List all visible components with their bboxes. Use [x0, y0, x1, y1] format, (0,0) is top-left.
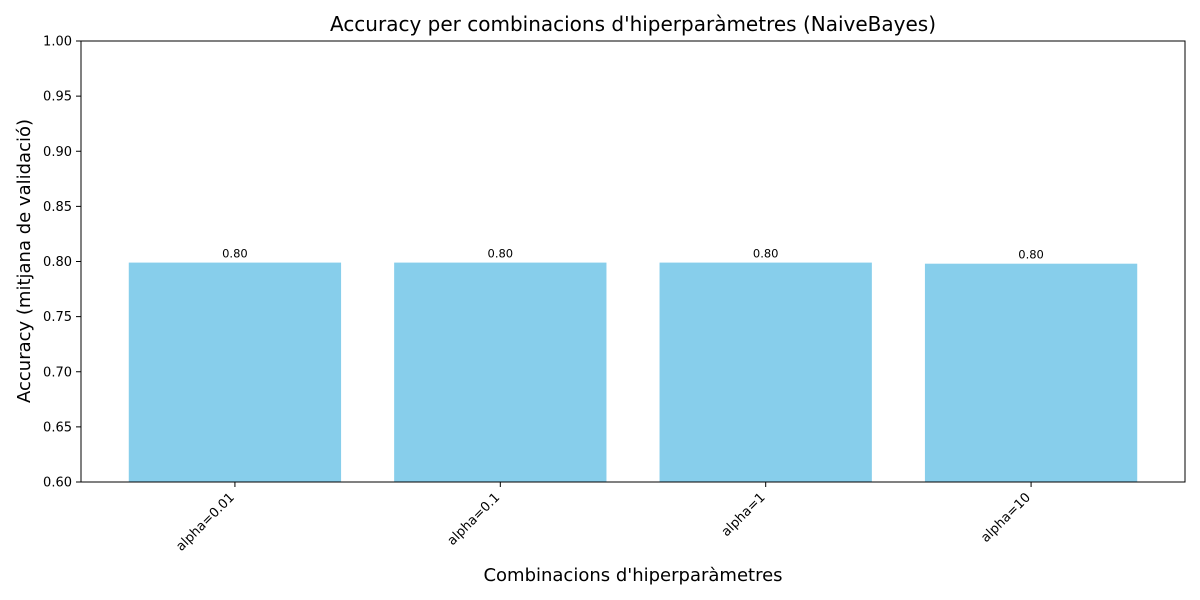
- x-tick-label: alpha=10: [978, 490, 1033, 545]
- y-axis: 0.60 0.65 0.70 0.75 0.80 0.85 0.90 0.95 1.00: [43, 35, 81, 491]
- x-tick-label: alpha=0.1: [445, 490, 503, 548]
- x-axis-label: Combinacions d'hiperparàmetres: [483, 565, 782, 586]
- y-tick-label: 0.75: [43, 310, 72, 325]
- bar-alpha=1: [659, 262, 872, 482]
- bar-alpha=0.1: [394, 262, 607, 482]
- y-tick-label: 0.90: [43, 145, 72, 160]
- y-tick-label: 0.60: [43, 476, 72, 491]
- chart-title: Accuracy per combinacions d'hiperparàmet…: [330, 12, 936, 36]
- y-tick-label: 0.65: [43, 420, 72, 435]
- y-tick-label: 0.85: [43, 200, 72, 215]
- bar-alpha=0.01: [128, 262, 342, 482]
- y-tick-label: 0.80: [43, 255, 72, 270]
- data-label-alpha=1: 0.80: [753, 247, 779, 261]
- plot-frame: [80, 40, 1186, 483]
- x-tick-label: alpha=1: [719, 490, 769, 540]
- y-axis-label: Accuracy (mitjana de validació): [14, 119, 35, 403]
- y-tick-label: 0.70: [43, 365, 72, 380]
- data-label-alpha=0.01: 0.80: [222, 247, 248, 261]
- data-label-alpha=0.1: 0.80: [488, 247, 514, 261]
- data-label-alpha=10: 0.80: [1018, 248, 1044, 262]
- y-tick-label: 1.00: [43, 35, 72, 50]
- y-tick-label: 0.95: [43, 90, 72, 105]
- x-axis: alpha=0.01 alpha=0.1 alpha=1 alpha=10: [173, 482, 1034, 554]
- x-tick-label: alpha=0.01: [173, 490, 237, 554]
- bar-alpha=10: [924, 263, 1138, 482]
- bars-group: 0.80 0.80 0.80 0.80: [128, 247, 1138, 482]
